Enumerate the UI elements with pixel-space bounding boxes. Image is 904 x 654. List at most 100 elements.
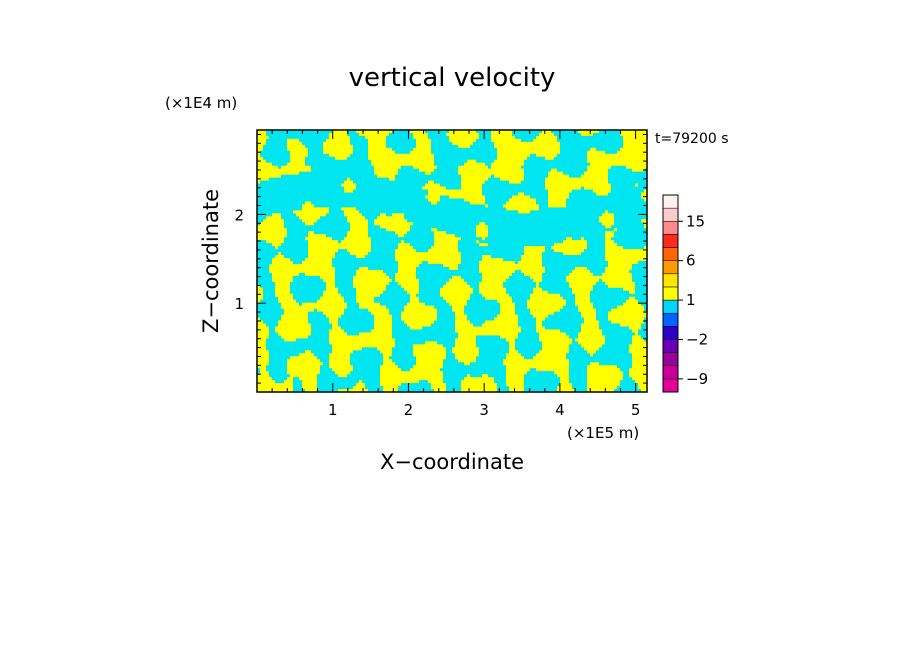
field-cell (542, 156, 546, 161)
field-cell (317, 195, 321, 199)
field-cell (563, 180, 567, 184)
field-cell (287, 132, 291, 137)
field-cell (611, 132, 615, 137)
field-cell (563, 186, 567, 190)
field-cell (359, 225, 363, 229)
field-cell (608, 225, 612, 229)
field-cell (491, 171, 495, 176)
field-cell (440, 210, 444, 214)
field-cell (281, 234, 285, 238)
field-cell (572, 159, 576, 164)
field-cell (536, 174, 540, 178)
field-cell (479, 234, 483, 238)
field-cell (335, 210, 339, 214)
field-cell (323, 216, 327, 220)
field-cell (398, 201, 402, 205)
field-cell (527, 210, 531, 214)
field-cell (314, 210, 318, 214)
field-cell (545, 147, 549, 152)
field-cell (641, 135, 645, 140)
field-cell (320, 240, 324, 244)
field-cell (455, 201, 459, 205)
field-cell (410, 195, 414, 199)
field-cell (299, 132, 303, 137)
field-cell (563, 171, 567, 176)
field-cell (416, 198, 420, 202)
field-cell (395, 225, 399, 229)
field-cell (311, 189, 315, 193)
field-cell (578, 240, 582, 244)
field-cell (593, 171, 597, 176)
field-cell (263, 216, 267, 220)
field-cell (590, 195, 594, 199)
field-cell (398, 225, 402, 229)
field-cell (362, 228, 366, 232)
field-cell (281, 180, 285, 184)
field-cell (404, 180, 408, 184)
field-cell (569, 207, 573, 211)
field-cell (638, 213, 642, 217)
field-cell (398, 183, 402, 187)
field-cell (422, 192, 426, 196)
field-cell (479, 201, 483, 205)
field-cell (278, 168, 282, 173)
field-cell (374, 177, 378, 181)
field-cell (533, 183, 537, 187)
field-cell (395, 201, 399, 205)
field-cell (629, 201, 633, 205)
field-cell (590, 150, 594, 155)
field-cell (485, 228, 489, 232)
field-cell (314, 150, 318, 155)
field-cell (491, 201, 495, 205)
field-cell (389, 177, 393, 181)
field-cell (629, 138, 633, 143)
field-cell (623, 207, 627, 211)
field-cell (299, 213, 303, 217)
field-cell (599, 183, 603, 187)
field-cell (500, 162, 504, 167)
field-cell (485, 159, 489, 164)
field-cell (341, 225, 345, 229)
field-cell (638, 144, 642, 149)
field-cell (404, 216, 408, 220)
field-cell (542, 130, 546, 134)
field-cell (509, 237, 513, 241)
field-cell (374, 162, 378, 167)
field-cell (269, 141, 273, 146)
field-cell (497, 222, 501, 226)
field-cell (407, 141, 411, 146)
field-cell (368, 231, 372, 235)
field-cell (434, 171, 438, 176)
field-cell (293, 168, 297, 173)
field-cell (332, 141, 336, 146)
field-cell (269, 207, 273, 211)
field-cell (587, 150, 591, 155)
field-cell (644, 198, 647, 202)
field-cell (353, 195, 357, 199)
field-cell (272, 177, 276, 181)
field-cell (557, 156, 561, 161)
field-cell (440, 141, 444, 146)
field-cell (404, 231, 408, 235)
field-cell (503, 156, 507, 161)
field-cell (593, 144, 597, 149)
field-cell (503, 222, 507, 226)
field-cell (344, 186, 348, 190)
field-cell (416, 213, 420, 217)
field-cell (494, 147, 498, 152)
field-cell (440, 153, 444, 158)
field-cell (404, 201, 408, 205)
field-cell (512, 192, 516, 196)
field-cell (635, 132, 639, 137)
field-cell (488, 240, 492, 244)
field-cell (491, 192, 495, 196)
field-cell (278, 243, 282, 247)
field-cell (518, 222, 522, 226)
field-cell (302, 132, 306, 137)
field-cell (299, 150, 303, 155)
field-cell (371, 201, 375, 205)
field-cell (455, 174, 459, 178)
field-cell (311, 237, 315, 241)
field-cell (293, 174, 297, 178)
field-cell (338, 189, 342, 193)
